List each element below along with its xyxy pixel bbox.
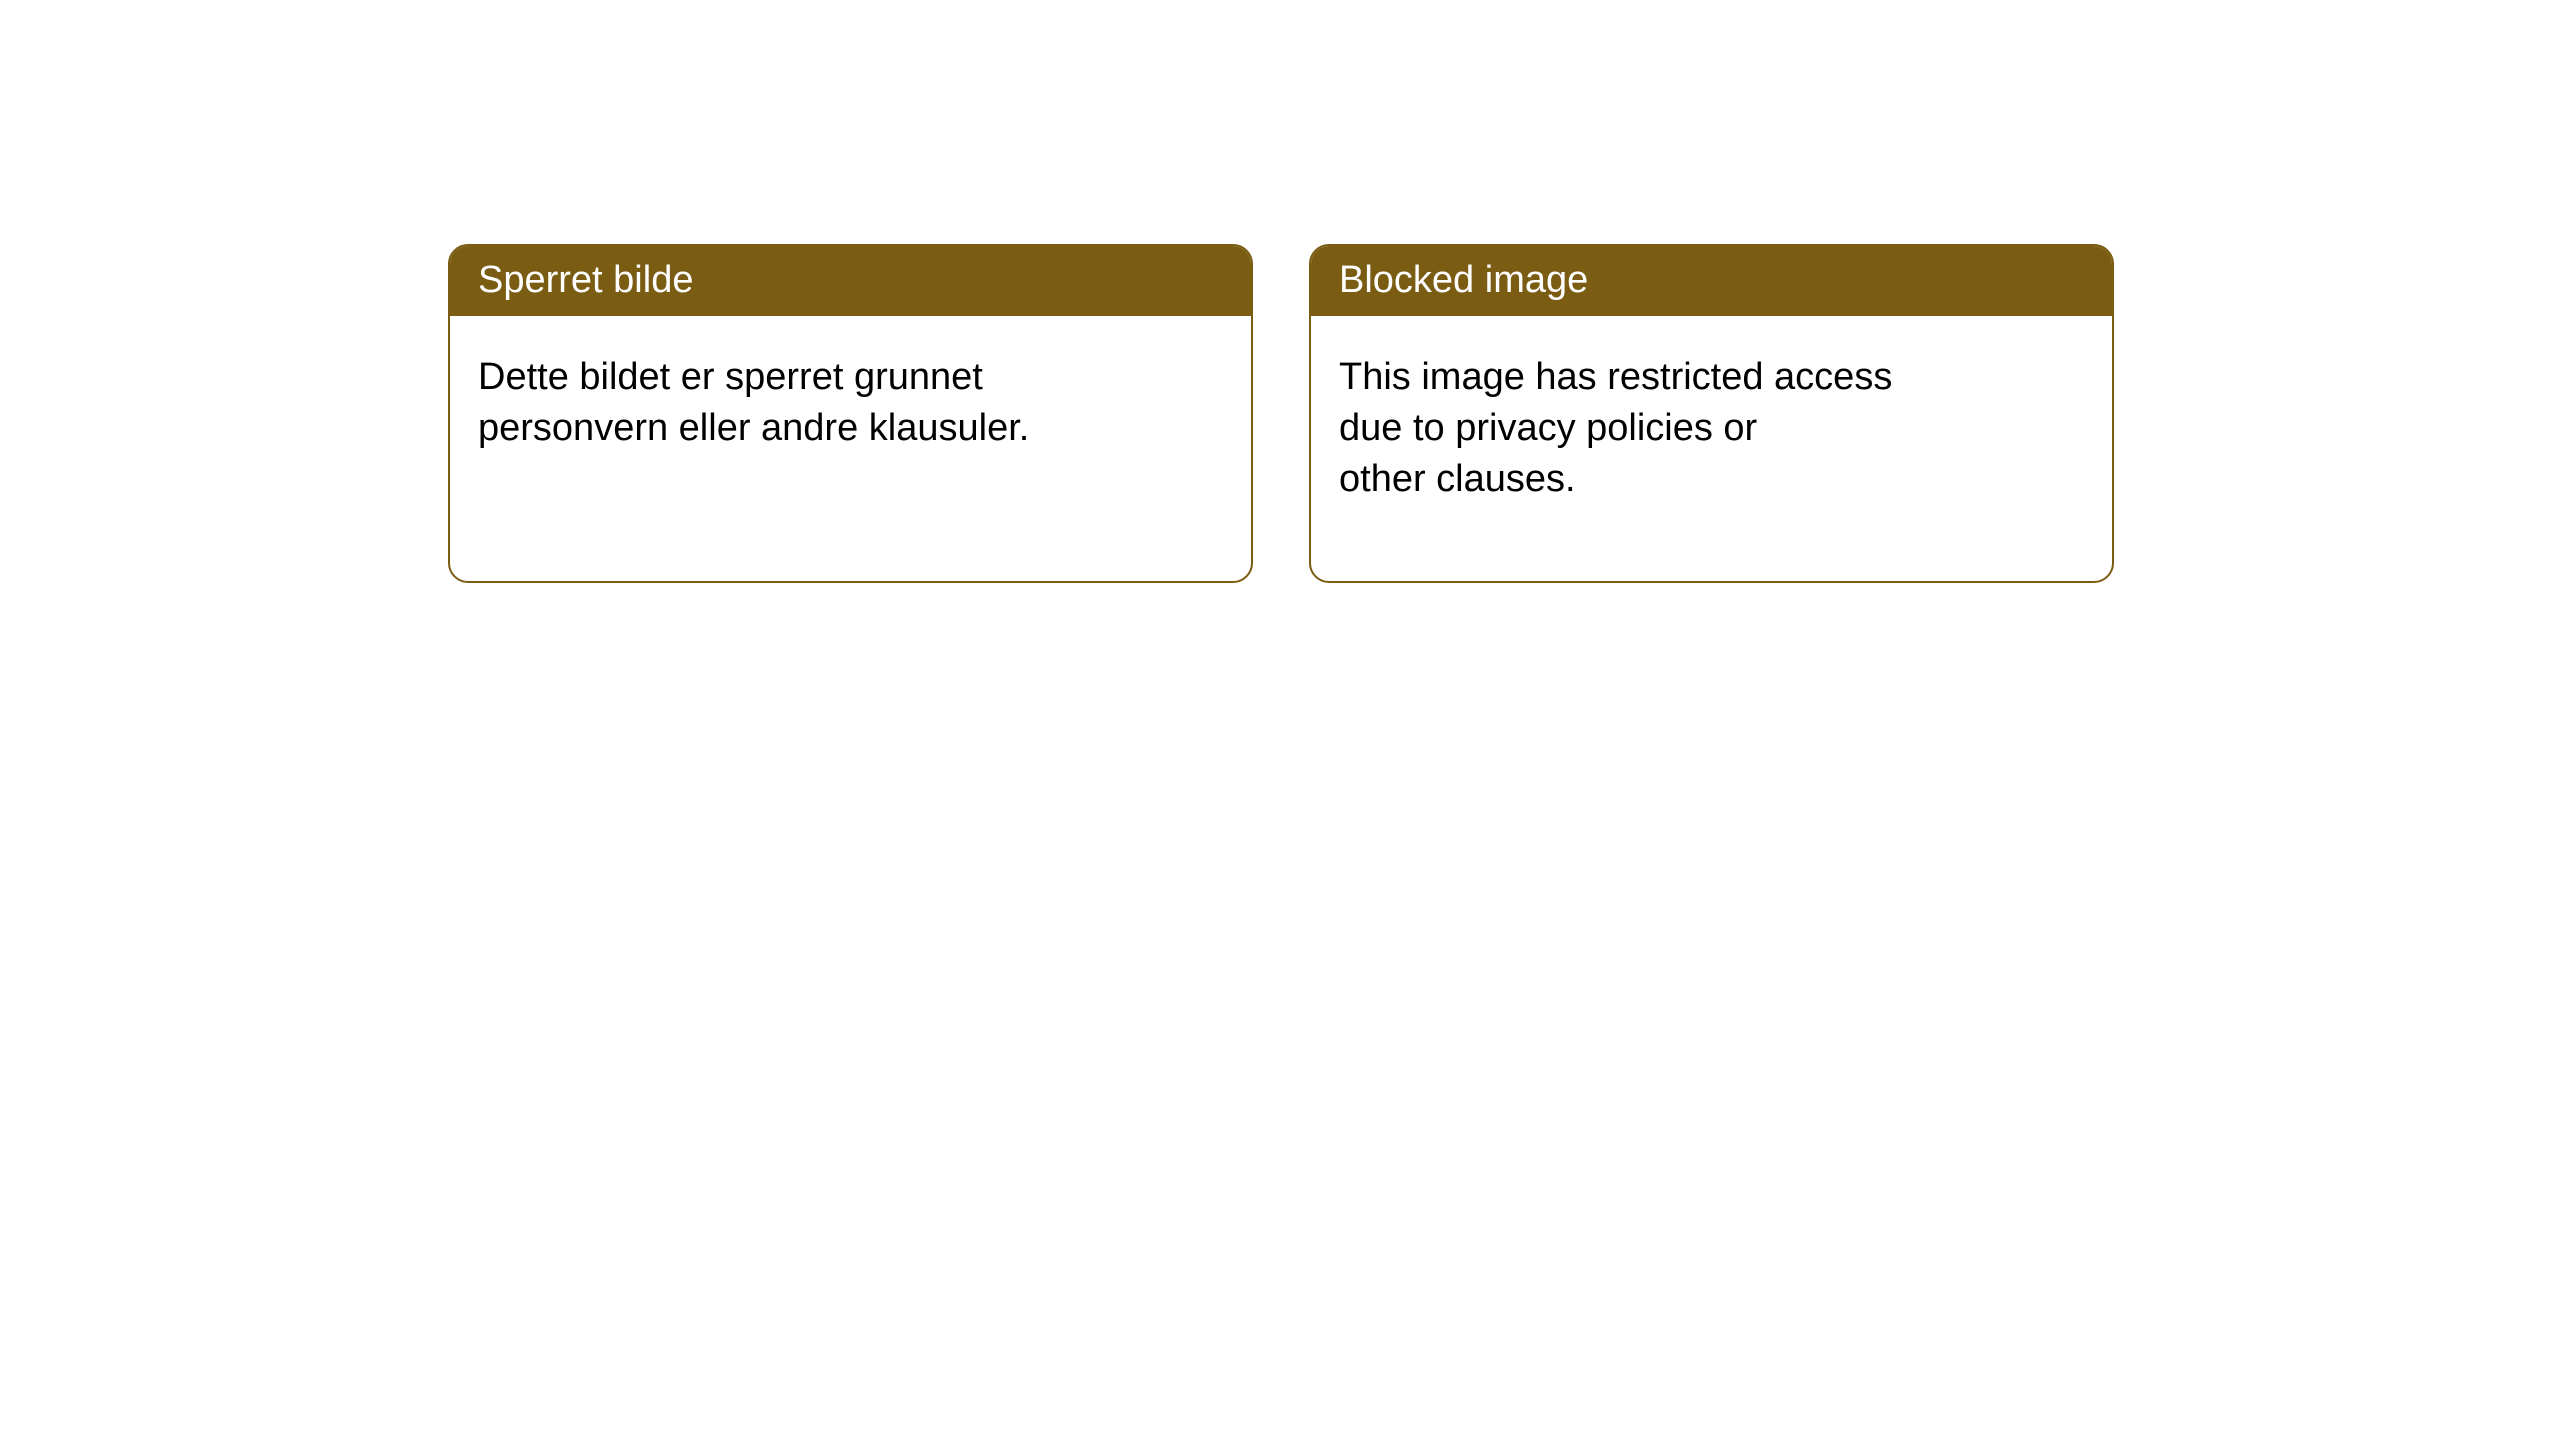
notice-box-en: Blocked image This image has restricted … [1309, 244, 2114, 583]
notice-container: Sperret bilde Dette bildet er sperret gr… [0, 0, 2560, 583]
notice-box-no: Sperret bilde Dette bildet er sperret gr… [448, 244, 1253, 583]
notice-body-no: Dette bildet er sperret grunnet personve… [450, 316, 1251, 491]
notice-header-no: Sperret bilde [450, 246, 1251, 316]
notice-body-en: This image has restricted access due to … [1311, 316, 2112, 542]
notice-header-en: Blocked image [1311, 246, 2112, 316]
